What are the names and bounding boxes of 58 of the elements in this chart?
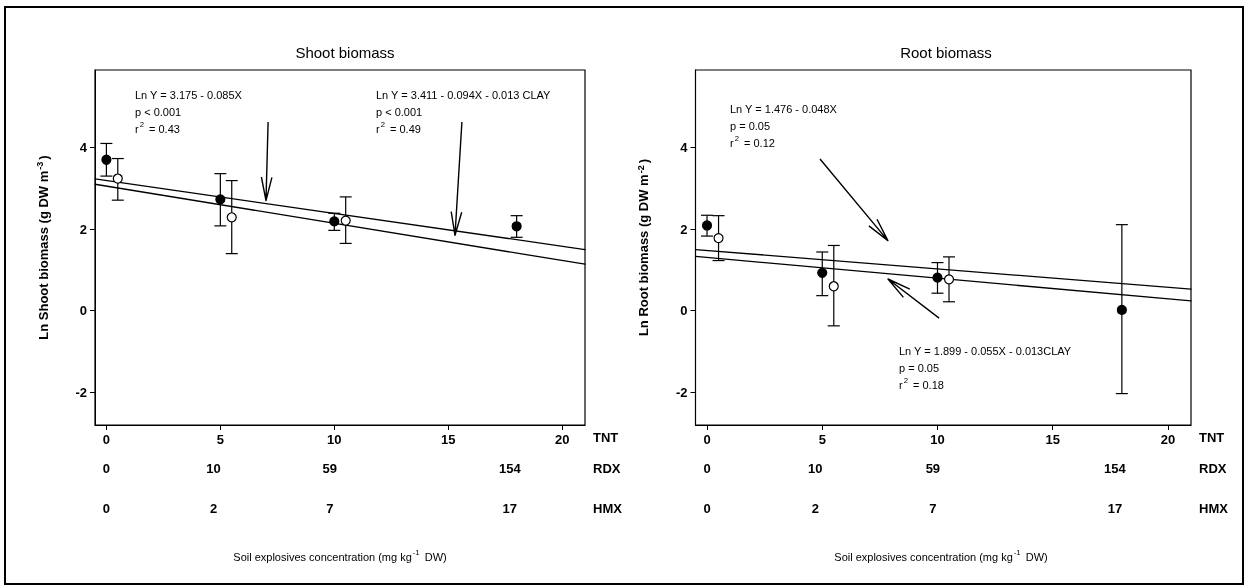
y-tick-label: 0: [79, 303, 87, 319]
point: [329, 216, 340, 227]
text: 2: [209, 500, 218, 516]
point: [340, 215, 351, 226]
y-tick-label: 2: [680, 221, 688, 237]
text: 17: [1107, 500, 1123, 516]
y-tick-label: -2: [75, 384, 87, 400]
x-axis-title: TNT: [593, 430, 619, 445]
text: 0: [102, 460, 111, 476]
text: RDX: [1199, 460, 1227, 476]
text: 7: [929, 500, 937, 516]
y-tick-label: 4: [680, 140, 689, 156]
y-axis-title: Ln Shoot biomass (g DW m-3): [35, 155, 51, 340]
chart-title: Root biomass: [900, 44, 992, 61]
point: [112, 173, 123, 184]
x-tick-label: 0: [102, 432, 111, 447]
point: [817, 267, 828, 278]
x-tick-label: 5: [216, 432, 224, 447]
x-axis-title: TNT: [1199, 430, 1225, 445]
text: 7: [326, 500, 334, 516]
text: 154: [498, 460, 522, 476]
text: 2: [811, 500, 819, 516]
x-tick-label: 15: [1045, 432, 1060, 447]
text: 17: [502, 500, 518, 516]
text: 0: [703, 460, 711, 476]
text: 154: [1104, 460, 1127, 476]
x-tick-label: 20: [1160, 432, 1176, 447]
chart-title: Shoot biomass: [295, 44, 395, 61]
x-tick-label: 10: [327, 432, 342, 447]
text: 10: [206, 460, 221, 476]
y-tick-label: 2: [79, 221, 87, 237]
point: [713, 233, 724, 244]
point: [828, 281, 839, 292]
x-tick-label: 10: [930, 432, 945, 447]
point: [226, 212, 237, 223]
text: 59: [322, 460, 337, 476]
point: [511, 221, 522, 232]
y-tick-label: 4: [79, 140, 88, 156]
x-tick-label: 15: [441, 432, 456, 447]
y-tick-label: -2: [675, 384, 688, 400]
point: [932, 272, 943, 283]
text: 59: [925, 460, 941, 476]
x-tick-label: 0: [703, 432, 711, 447]
text: HMX: [1199, 500, 1229, 516]
point: [701, 220, 713, 231]
point: [1116, 304, 1127, 316]
y-tick-label: 0: [680, 303, 688, 319]
point: [101, 154, 112, 165]
text: RDX: [593, 460, 621, 476]
x-tick-label: 20: [554, 432, 570, 447]
point: [943, 274, 955, 285]
y-axis-title: Ln Root biomass (g DW m-2): [635, 158, 652, 337]
text: 0: [102, 500, 111, 516]
text: HMX: [593, 500, 623, 516]
x-tick-label: 5: [818, 432, 826, 447]
text: 0: [703, 500, 711, 516]
text: 10: [808, 460, 823, 476]
point: [215, 194, 226, 205]
